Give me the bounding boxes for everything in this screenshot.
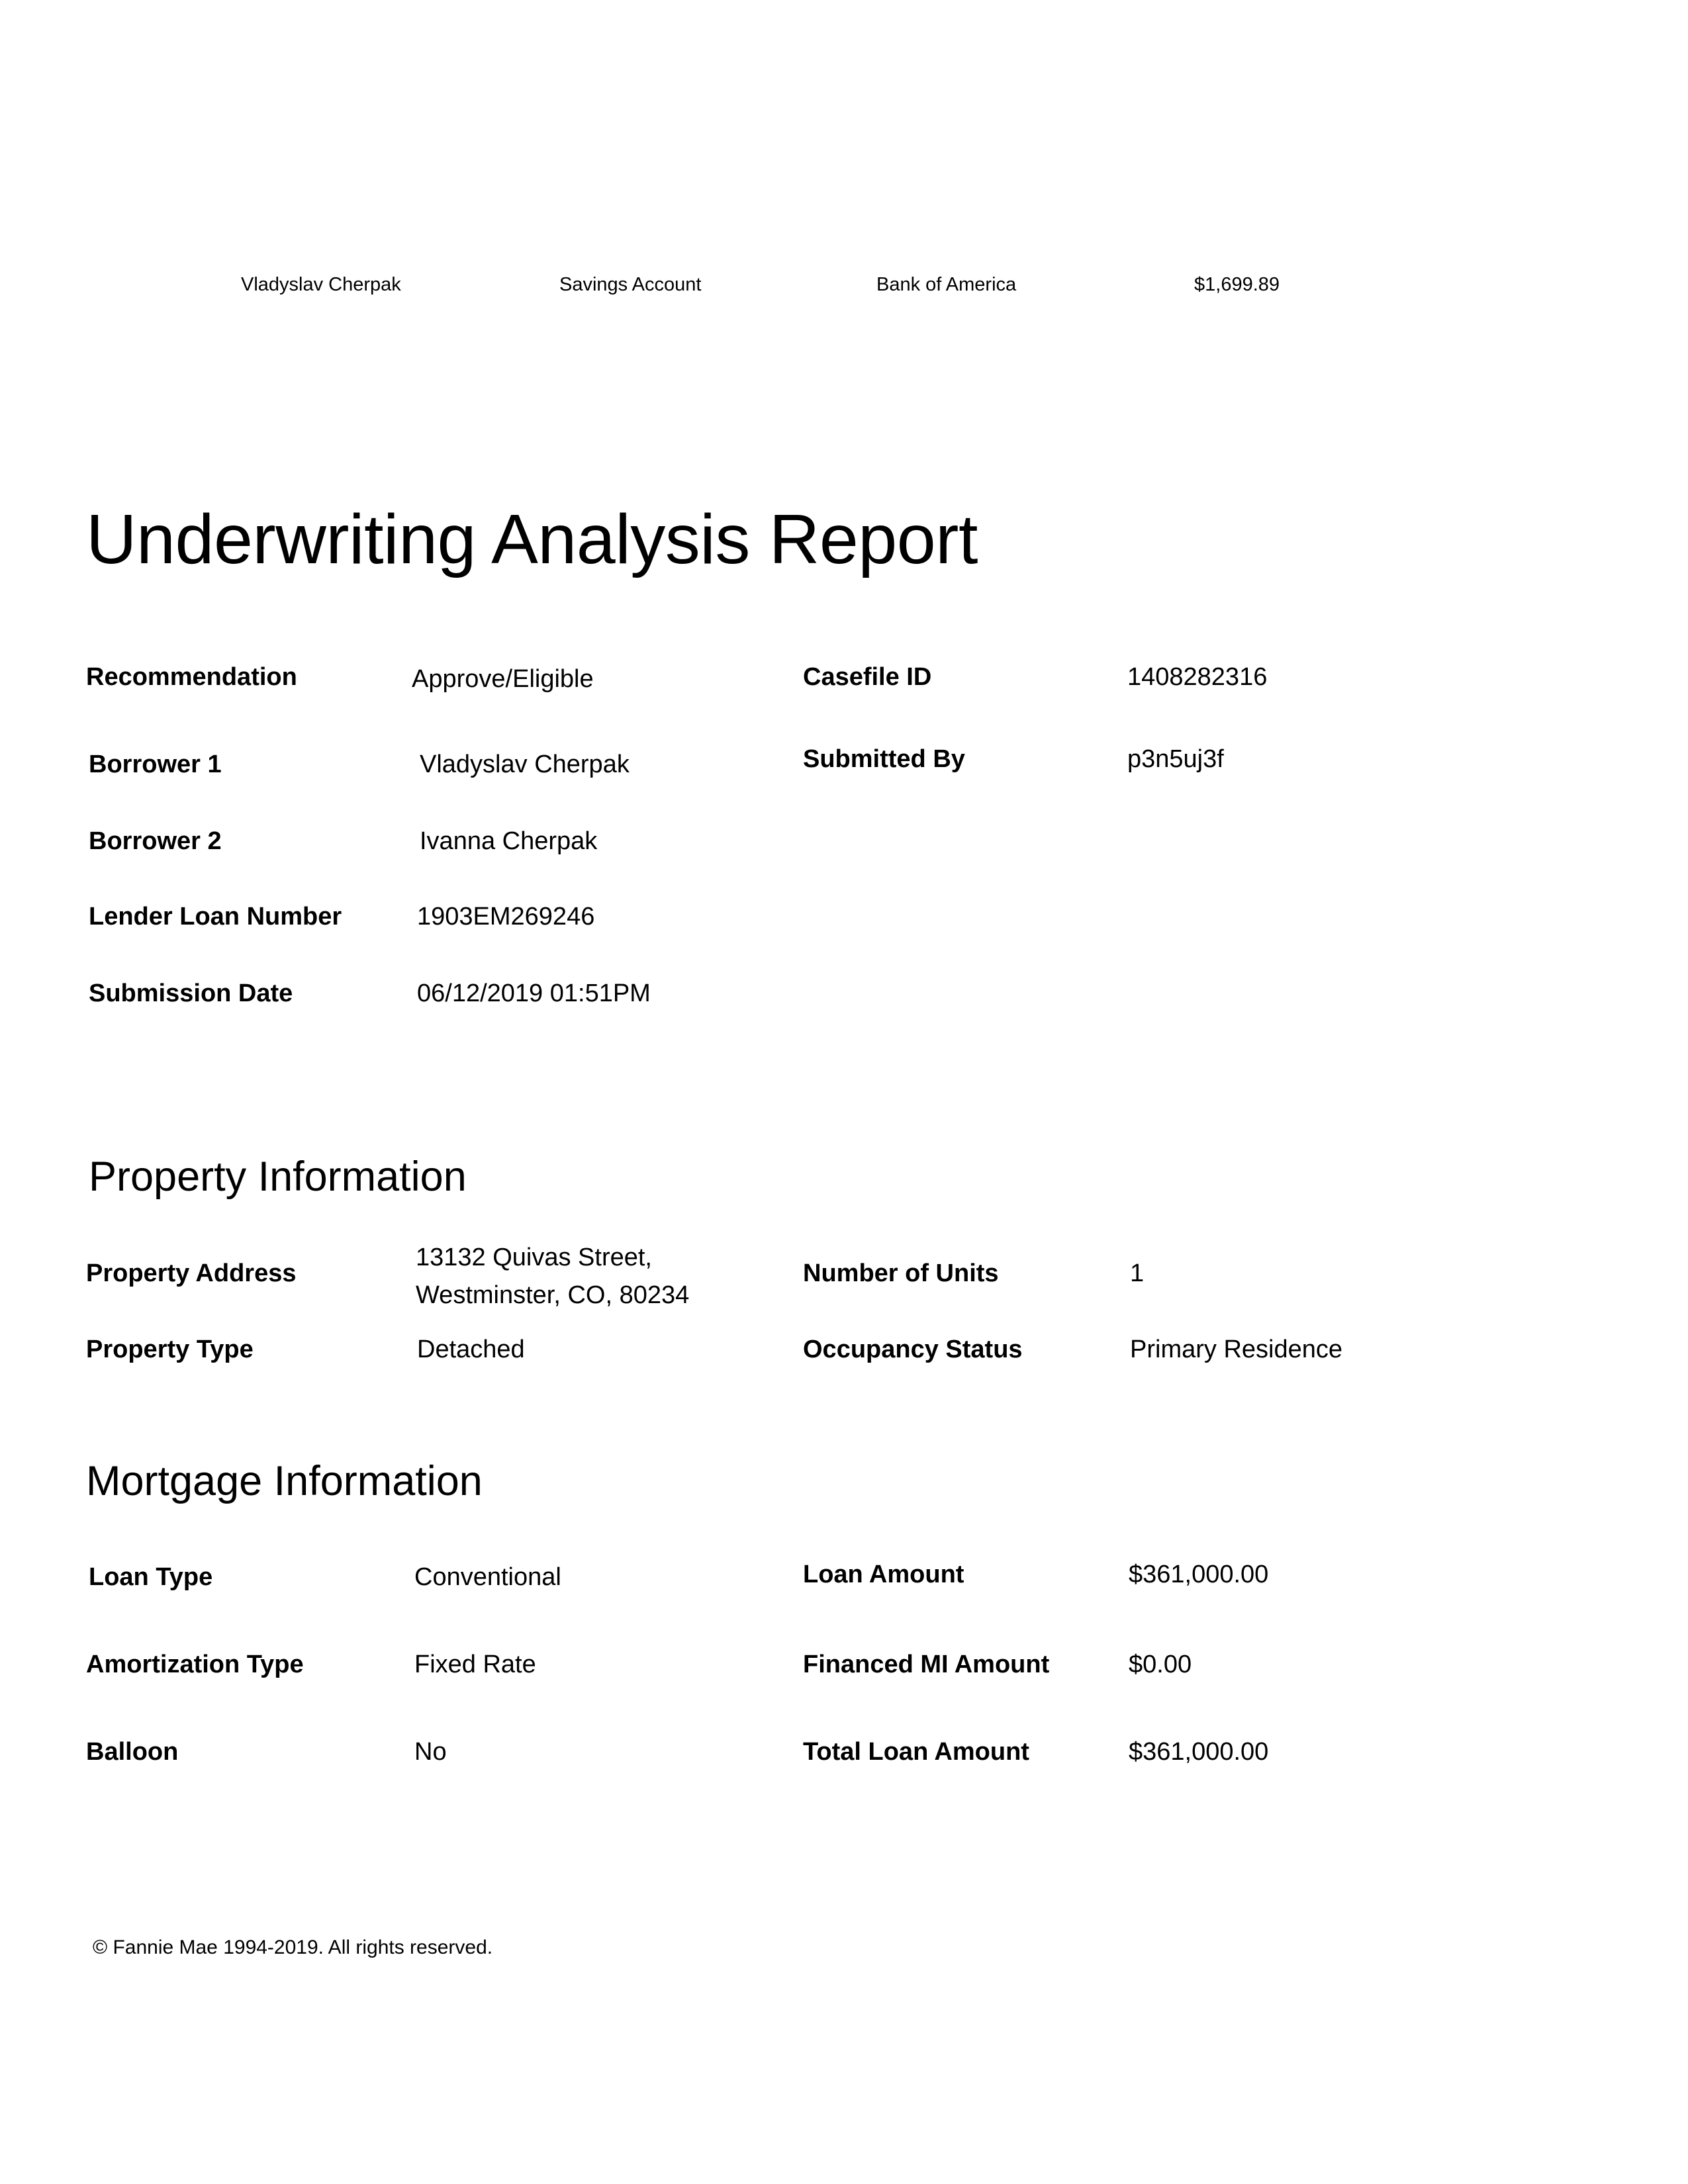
borrower1-label: Borrower 1 <box>89 751 222 778</box>
property-type-label: Property Type <box>86 1336 254 1363</box>
submitted-by-value: p3n5uj3f <box>1127 745 1224 773</box>
financed-mi-amount-value: $0.00 <box>1129 1651 1192 1678</box>
total-loan-amount-label: Total Loan Amount <box>803 1738 1029 1766</box>
property-address-label: Property Address <box>86 1259 297 1287</box>
occupancy-status-value: Primary Residence <box>1130 1336 1342 1363</box>
number-of-units-label: Number of Units <box>803 1259 999 1287</box>
borrower2-label: Borrower 2 <box>89 827 222 855</box>
property-address-line2: Westminster, CO, 80234 <box>416 1281 690 1309</box>
financed-mi-amount-label: Financed MI Amount <box>803 1651 1050 1678</box>
account-owner: Vladyslav Cherpak <box>241 274 401 295</box>
balloon-value: No <box>414 1738 447 1766</box>
lender-loan-number-label: Lender Loan Number <box>89 903 342 931</box>
submitted-by-label: Submitted By <box>803 745 965 773</box>
submission-date-label: Submission Date <box>89 979 293 1007</box>
property-section-title: Property Information <box>89 1154 467 1200</box>
account-balance: $1,699.89 <box>1194 274 1280 295</box>
number-of-units-value: 1 <box>1130 1259 1145 1287</box>
balloon-label: Balloon <box>86 1738 179 1766</box>
property-type-value: Detached <box>417 1336 525 1363</box>
account-institution: Bank of America <box>876 274 1017 295</box>
loan-type-label: Loan Type <box>89 1563 213 1591</box>
recommendation-value: Approve/Eligible <box>412 665 594 693</box>
amortization-type-value: Fixed Rate <box>414 1651 536 1678</box>
occupancy-status-label: Occupancy Status <box>803 1336 1023 1363</box>
casefile-id-value: 1408282316 <box>1127 663 1268 691</box>
borrower1-value: Vladyslav Cherpak <box>420 751 630 778</box>
loan-amount-value: $361,000.00 <box>1129 1561 1269 1588</box>
amortization-type-label: Amortization Type <box>86 1651 304 1678</box>
property-address-line1: 13132 Quivas Street, <box>416 1244 652 1271</box>
casefile-id-label: Casefile ID <box>803 663 932 691</box>
loan-type-value: Conventional <box>414 1563 561 1591</box>
copyright-footer: © Fannie Mae 1994-2019. All rights reser… <box>93 1936 493 1958</box>
mortgage-section-title: Mortgage Information <box>86 1458 483 1504</box>
borrower2-value: Ivanna Cherpak <box>420 827 598 855</box>
lender-loan-number-value: 1903EM269246 <box>417 903 595 931</box>
recommendation-label: Recommendation <box>86 663 297 691</box>
loan-amount-label: Loan Amount <box>803 1561 964 1588</box>
report-title: Underwriting Analysis Report <box>86 500 978 578</box>
property-address-value: 13132 Quivas Street, Westminster, CO, 80… <box>416 1239 689 1314</box>
total-loan-amount-value: $361,000.00 <box>1129 1738 1269 1766</box>
account-type: Savings Account <box>559 274 702 295</box>
submission-date-value: 06/12/2019 01:51PM <box>417 979 651 1007</box>
